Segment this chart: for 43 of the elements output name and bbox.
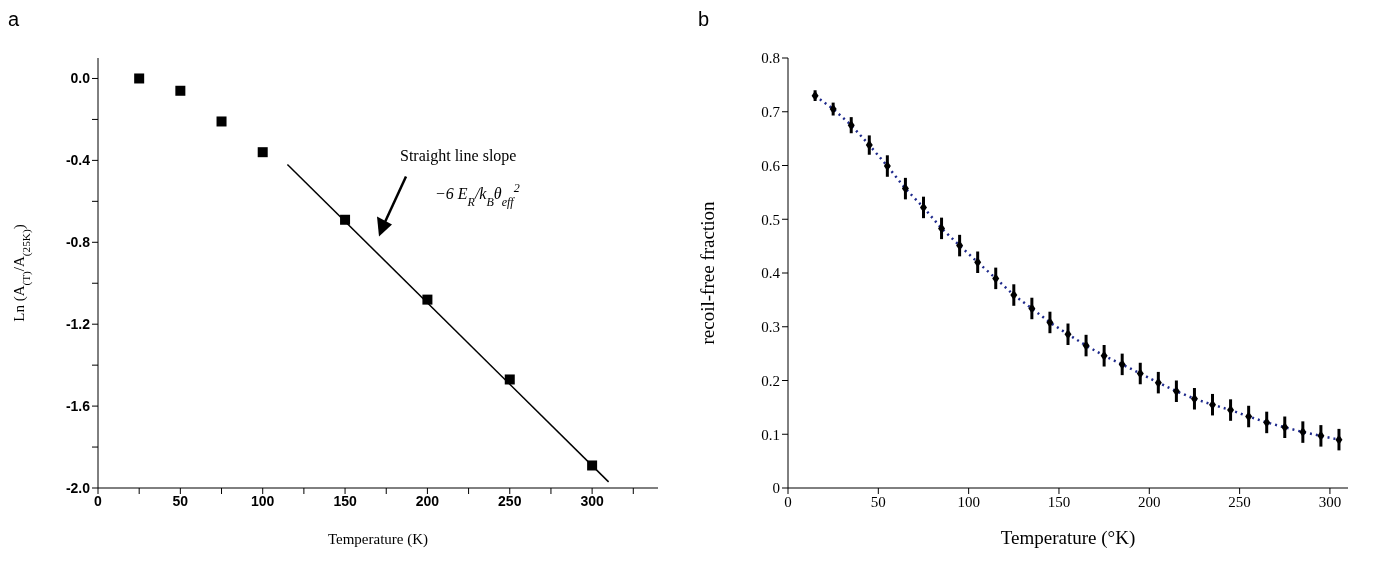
y-tick-label: -1.2 — [65, 316, 91, 333]
point — [134, 73, 145, 84]
y-tick-label: 0.2 — [761, 372, 780, 389]
x-axis-title: Temperature (°K) — [1000, 527, 1136, 549]
x-tick-label: 0 — [94, 492, 103, 509]
x-tick-label: 100 — [957, 493, 980, 510]
y-tick-label: -2.0 — [65, 479, 91, 496]
chart-title: a — [8, 8, 20, 31]
x-tick-label: 50 — [870, 493, 886, 510]
x-tick-label: 300 — [580, 492, 605, 509]
y-tick-label: 0.5 — [761, 211, 780, 228]
y-axis-title: recoil-free fraction — [697, 201, 718, 345]
y-tick-label: -1.6 — [65, 398, 91, 415]
annotation: Straight line slope — [400, 146, 517, 165]
x-tick-label: 0 — [784, 493, 792, 510]
y-tick-label: 0.3 — [761, 319, 780, 336]
point — [340, 214, 351, 225]
point — [257, 147, 268, 158]
x-tick-label: 200 — [1138, 493, 1161, 510]
x-axis-title: Temperature (K) — [327, 531, 429, 548]
x-tick-label: 150 — [1047, 493, 1071, 510]
point — [504, 374, 515, 385]
y-tick-label: -0.8 — [65, 234, 91, 251]
y-tick-label: 0.4 — [761, 265, 781, 282]
x-tick-label: 300 — [1318, 493, 1342, 510]
y-tick-label: 0.6 — [761, 157, 781, 174]
y-tick-label: -0.4 — [65, 152, 91, 169]
point — [175, 85, 186, 96]
y-tick-label: 0.8 — [761, 50, 780, 67]
point — [216, 116, 227, 127]
chart-title: b — [698, 8, 710, 31]
x-tick-label: 100 — [251, 492, 275, 509]
x-tick-label: 250 — [1228, 493, 1251, 510]
y-tick-label: 0.7 — [761, 104, 781, 121]
y-tick-label: 0.1 — [761, 426, 780, 443]
x-tick-label: 150 — [333, 492, 357, 509]
x-tick-label: 200 — [415, 492, 440, 509]
y-tick-label: 0.0 — [70, 70, 91, 87]
x-tick-label: 250 — [498, 492, 522, 509]
point — [422, 294, 433, 305]
y-tick-label: 0 — [772, 480, 780, 497]
point — [587, 460, 598, 471]
x-tick-label: 50 — [172, 492, 189, 509]
